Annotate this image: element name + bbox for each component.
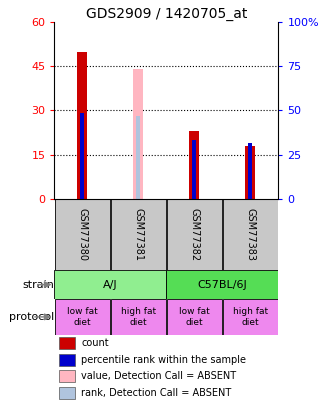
Text: GSM77383: GSM77383	[245, 208, 255, 261]
Text: strain: strain	[22, 279, 54, 290]
Text: GSM77381: GSM77381	[133, 208, 143, 261]
Bar	[59, 354, 75, 366]
Bar	[245, 146, 255, 199]
Bar	[248, 143, 252, 199]
Text: high fat
diet: high fat diet	[121, 307, 156, 326]
Bar	[80, 113, 84, 199]
Bar	[111, 299, 166, 335]
Bar	[192, 140, 196, 199]
Text: C57BL/6J: C57BL/6J	[197, 279, 247, 290]
Text: high fat
diet: high fat diet	[233, 307, 268, 326]
Bar	[111, 199, 166, 270]
Text: percentile rank within the sample: percentile rank within the sample	[81, 355, 246, 364]
Bar	[136, 116, 140, 199]
Bar	[77, 52, 87, 199]
Text: low fat
diet: low fat diet	[67, 307, 98, 326]
Text: GSM77382: GSM77382	[189, 208, 199, 261]
Bar	[54, 270, 166, 299]
Bar	[59, 387, 75, 399]
Text: A/J: A/J	[103, 279, 118, 290]
Text: GSM77380: GSM77380	[77, 208, 87, 261]
Bar	[166, 270, 278, 299]
Bar	[189, 131, 199, 199]
Bar	[167, 199, 222, 270]
Text: value, Detection Call = ABSENT: value, Detection Call = ABSENT	[81, 371, 236, 381]
Title: GDS2909 / 1420705_at: GDS2909 / 1420705_at	[86, 7, 247, 21]
Bar	[55, 299, 110, 335]
Bar	[223, 299, 278, 335]
Bar	[223, 199, 278, 270]
Bar	[55, 199, 110, 270]
Text: count: count	[81, 338, 109, 348]
Bar	[59, 370, 75, 382]
Bar	[59, 337, 75, 349]
Bar	[167, 299, 222, 335]
Text: rank, Detection Call = ABSENT: rank, Detection Call = ABSENT	[81, 388, 232, 398]
Text: protocol: protocol	[9, 312, 54, 322]
Bar	[133, 69, 143, 199]
Text: low fat
diet: low fat diet	[179, 307, 210, 326]
